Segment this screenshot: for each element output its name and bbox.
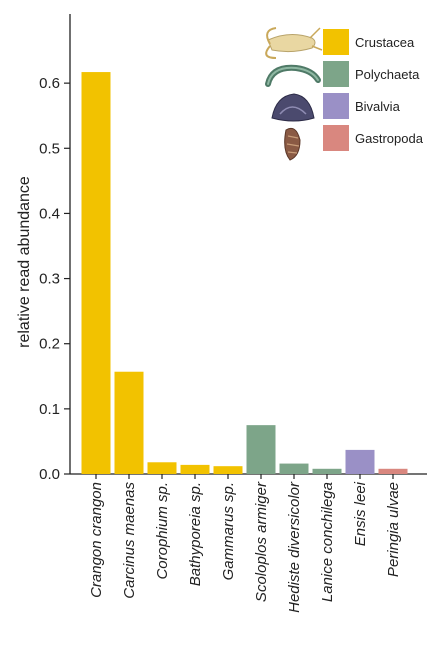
x-tick-label: Scoloplos armiger xyxy=(253,481,270,602)
x-tick-label: Bathyporeia sp. xyxy=(187,482,204,586)
y-axis-title: relative read abundance xyxy=(16,176,33,348)
y-tick-label: 0.1 xyxy=(39,401,60,418)
y-tick-label: 0.5 xyxy=(39,140,60,157)
legend-label: Polychaeta xyxy=(355,67,420,82)
bar xyxy=(81,72,111,474)
x-tick-label: Crangon crangon xyxy=(88,482,105,598)
legend: Crustacea Polychaeta Bivalvia Gastropoda xyxy=(265,27,424,161)
legend-swatch xyxy=(323,29,349,55)
legend-swatch xyxy=(323,61,349,87)
snail-icon xyxy=(284,127,301,161)
legend-swatch xyxy=(323,93,349,119)
legend-label: Bivalvia xyxy=(355,99,401,114)
y-tick-label: 0.3 xyxy=(39,271,60,288)
x-tick-label: Ensis leei xyxy=(352,481,369,546)
legend-swatch xyxy=(323,125,349,151)
y-tick-label: 0.6 xyxy=(39,75,60,92)
bar xyxy=(213,466,243,474)
y-axis-ticks: 0.0 0.1 0.2 0.3 0.4 0.5 0.6 xyxy=(39,75,70,483)
bar xyxy=(180,464,210,474)
legend-label: Gastropoda xyxy=(355,131,424,146)
y-tick-label: 0.0 xyxy=(39,466,60,483)
bar xyxy=(114,371,144,474)
x-tick-label: Corophium sp. xyxy=(154,482,171,580)
shrimp-icon xyxy=(265,27,323,59)
legend-label: Crustacea xyxy=(355,35,415,50)
x-axis-labels: Crangon crangon Carcinus maenas Corophium … xyxy=(88,474,402,613)
bar xyxy=(312,468,342,474)
x-tick-label: Peringia ulvae xyxy=(385,482,402,577)
y-tick-label: 0.2 xyxy=(39,336,60,353)
x-tick-label: Gammarus sp. xyxy=(220,482,237,580)
bar xyxy=(147,462,177,474)
bar xyxy=(378,468,408,474)
y-tick-label: 0.4 xyxy=(39,205,60,222)
worm-icon xyxy=(265,64,321,87)
clam-icon xyxy=(271,93,315,122)
x-tick-label: Hediste diversicolor xyxy=(286,481,303,613)
x-tick-label: Carcinus maenas xyxy=(121,482,138,599)
x-tick-label: Lanice conchilega xyxy=(319,482,336,602)
bars xyxy=(81,72,408,474)
bar xyxy=(345,449,375,474)
bar xyxy=(246,425,276,474)
bar xyxy=(279,463,309,474)
